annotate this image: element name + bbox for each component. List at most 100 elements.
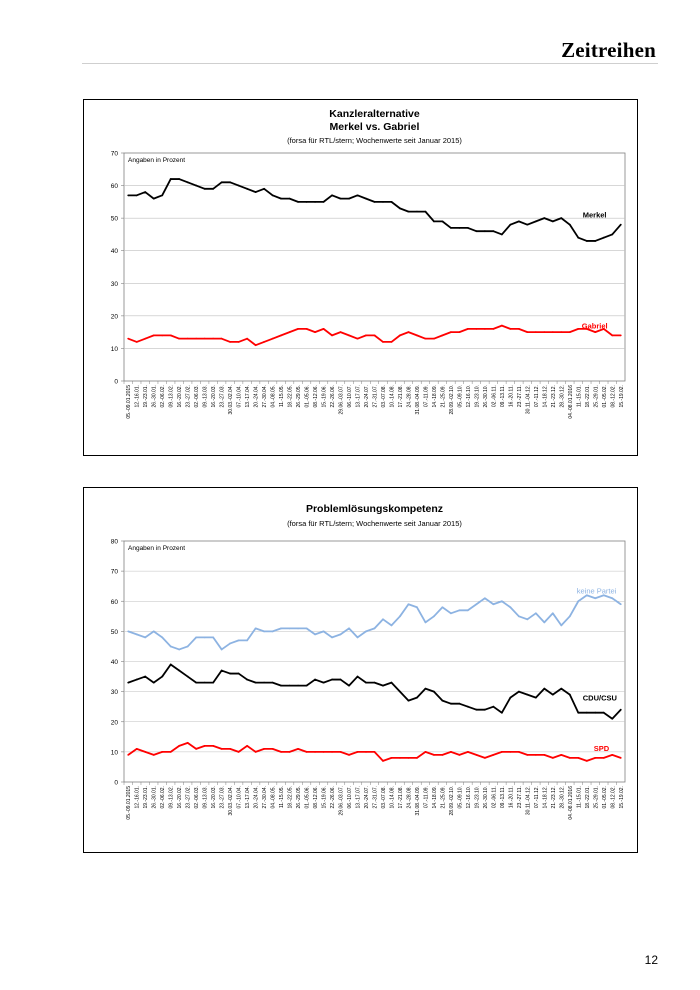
x-tick-label: 17.-21.08. bbox=[398, 786, 404, 809]
x-tick-label: 16.-20.03. bbox=[211, 786, 217, 809]
data-point bbox=[602, 236, 605, 239]
data-point bbox=[186, 675, 189, 678]
data-point bbox=[195, 747, 198, 750]
x-tick-label: 27.-31.07. bbox=[373, 385, 379, 408]
x-tick-label: 24.-28.08. bbox=[406, 385, 412, 408]
x-tick-label: 26.-30.01. bbox=[152, 385, 158, 408]
data-point bbox=[517, 690, 520, 693]
data-point bbox=[322, 200, 325, 203]
data-point bbox=[373, 627, 376, 630]
data-point bbox=[577, 757, 580, 759]
x-tick-label: 20.-24.04. bbox=[254, 385, 260, 408]
data-point bbox=[433, 337, 435, 340]
data-point bbox=[475, 708, 478, 711]
x-tick-label: 11.-15.05. bbox=[279, 385, 285, 407]
data-point bbox=[288, 627, 291, 630]
x-tick-label: 26.-30.10. bbox=[483, 385, 489, 408]
data-point bbox=[619, 603, 622, 606]
x-tick-label: 29.06.-03.07. bbox=[339, 786, 345, 815]
data-point bbox=[144, 750, 147, 753]
x-tick-label: 02.-06.03. bbox=[194, 385, 200, 408]
data-point bbox=[373, 750, 376, 753]
x-tick-label: 09.-13.03. bbox=[203, 385, 209, 408]
data-point bbox=[237, 750, 240, 753]
data-point bbox=[169, 178, 172, 180]
data-point bbox=[271, 630, 274, 633]
data-point bbox=[195, 681, 198, 684]
chart-title-line2: Merkel vs. Gabriel bbox=[330, 121, 420, 133]
plot-area bbox=[123, 152, 626, 382]
data-point bbox=[619, 223, 622, 226]
data-point bbox=[551, 612, 554, 615]
x-tick-label: 08.-12.06. bbox=[313, 786, 319, 809]
data-point bbox=[356, 337, 359, 340]
data-point bbox=[356, 194, 359, 197]
data-point bbox=[433, 753, 435, 756]
x-tick-label: 19.-23.01. bbox=[143, 786, 149, 809]
x-tick-label: 29.06.-03.07. bbox=[339, 385, 345, 414]
x-tick-label: 22.-26.06. bbox=[330, 786, 336, 809]
x-tick-label: 07.-11.12. bbox=[534, 786, 540, 808]
data-point bbox=[348, 334, 350, 337]
data-point bbox=[254, 627, 257, 630]
data-point bbox=[152, 334, 155, 337]
page-number: 12 bbox=[644, 953, 658, 967]
x-tick-label: 04.-08.01.2016 bbox=[568, 385, 574, 419]
data-point bbox=[212, 187, 215, 190]
data-point bbox=[246, 744, 249, 747]
data-point bbox=[534, 220, 537, 223]
x-tick-label: 12.-16.10. bbox=[466, 385, 472, 408]
data-point bbox=[314, 678, 316, 681]
x-tick-label: 03.-07.08. bbox=[381, 786, 387, 809]
data-point bbox=[382, 684, 384, 687]
data-point bbox=[331, 750, 333, 753]
data-point bbox=[195, 184, 198, 187]
data-point bbox=[551, 693, 554, 696]
data-point bbox=[322, 681, 325, 684]
data-point bbox=[382, 200, 384, 203]
data-point bbox=[365, 334, 367, 337]
data-point bbox=[212, 337, 215, 340]
data-point bbox=[220, 337, 223, 340]
data-point bbox=[509, 696, 512, 699]
data-point bbox=[390, 681, 393, 684]
data-point bbox=[263, 747, 266, 750]
data-point bbox=[416, 606, 418, 609]
x-tick-label: 07.-11.12. bbox=[534, 385, 540, 407]
x-tick-label: 14.-18.12. bbox=[542, 786, 548, 809]
data-point bbox=[416, 210, 418, 213]
data-point bbox=[467, 327, 469, 330]
data-point bbox=[169, 334, 172, 337]
data-point bbox=[339, 331, 342, 334]
x-tick-label: 18.-22.05. bbox=[288, 786, 294, 809]
data-point bbox=[203, 744, 206, 747]
data-point bbox=[246, 678, 249, 681]
data-point bbox=[314, 750, 316, 753]
data-point bbox=[492, 705, 495, 708]
data-point bbox=[161, 750, 164, 753]
data-point bbox=[543, 687, 546, 690]
data-point bbox=[373, 200, 376, 203]
data-point bbox=[467, 750, 469, 753]
x-tick-label: 07.-10.04. bbox=[237, 786, 243, 809]
data-point bbox=[560, 331, 563, 334]
data-point bbox=[246, 639, 249, 642]
y-tick-label: 30 bbox=[111, 281, 119, 288]
data-point bbox=[424, 750, 427, 753]
x-tick-label: 05.-09.01.2015 bbox=[126, 385, 132, 419]
data-point bbox=[568, 223, 571, 226]
data-point bbox=[475, 753, 478, 756]
data-point bbox=[526, 223, 529, 226]
data-point bbox=[382, 618, 384, 621]
data-point bbox=[560, 217, 563, 220]
data-point bbox=[585, 711, 588, 714]
data-point bbox=[407, 210, 410, 213]
data-point bbox=[534, 612, 537, 615]
x-tick-label: 11.-15.05. bbox=[279, 786, 285, 808]
data-point bbox=[585, 327, 588, 330]
x-tick-label: 02.-06.02. bbox=[160, 786, 166, 809]
data-point bbox=[161, 194, 164, 197]
data-point bbox=[229, 747, 232, 750]
data-point bbox=[186, 645, 189, 648]
data-point bbox=[271, 681, 274, 684]
